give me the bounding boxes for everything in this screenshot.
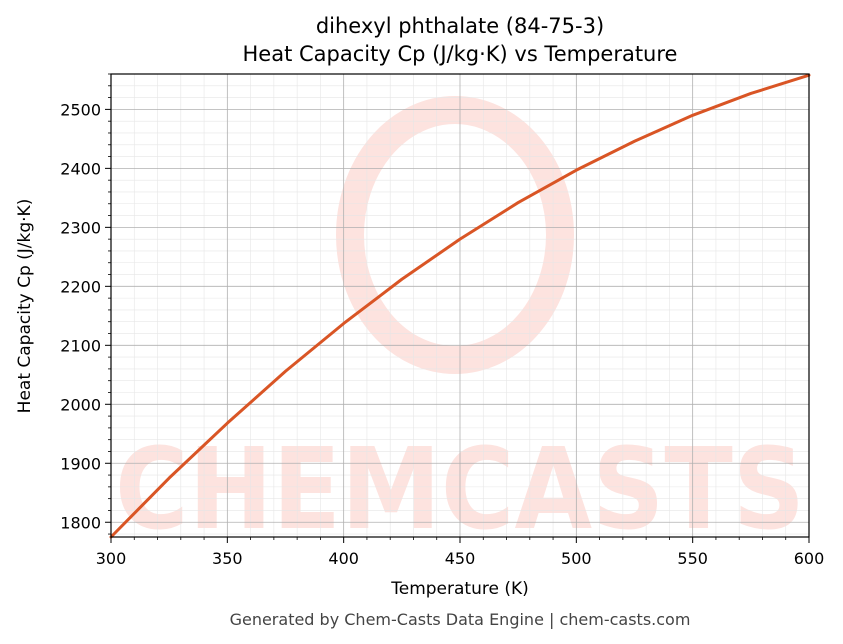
x-tick-label: 400 <box>328 549 359 568</box>
x-tick-label: 500 <box>561 549 592 568</box>
tick-labels: 300 350 400 450 500 550 600 1800 1900 2000 2100 220… <box>60 100 824 568</box>
y-tick-label: 2500 <box>60 100 101 119</box>
y-tick-label: 2100 <box>60 336 101 355</box>
y-tick-label: 2200 <box>60 277 101 296</box>
y-tick-label: 2000 <box>60 395 101 414</box>
x-tick-label: 300 <box>96 549 127 568</box>
y-tick-label: 1900 <box>60 454 101 473</box>
chart-subtitle: Heat Capacity Cp (J/kg·K) vs Temperature <box>243 42 678 66</box>
y-axis-label: Heat Capacity Cp (J/kg·K) <box>15 199 35 414</box>
axis-ticks <box>105 73 810 543</box>
watermark-swirl <box>336 96 574 374</box>
x-tick-label: 600 <box>794 549 825 568</box>
y-tick-label: 2400 <box>60 159 101 178</box>
y-tick-label: 1800 <box>60 513 101 532</box>
x-tick-label: 350 <box>212 549 243 568</box>
series-layer <box>109 73 811 539</box>
x-tick-label: 450 <box>445 549 476 568</box>
x-axis-label: Temperature (K) <box>390 579 529 599</box>
chart-title: dihexyl phthalate (84-75-3) <box>316 14 604 38</box>
x-tick-label: 550 <box>677 549 708 568</box>
series-line <box>109 73 811 539</box>
y-tick-label: 2300 <box>60 218 101 237</box>
footer-credit: Generated by Chem-Casts Data Engine | ch… <box>230 610 691 629</box>
